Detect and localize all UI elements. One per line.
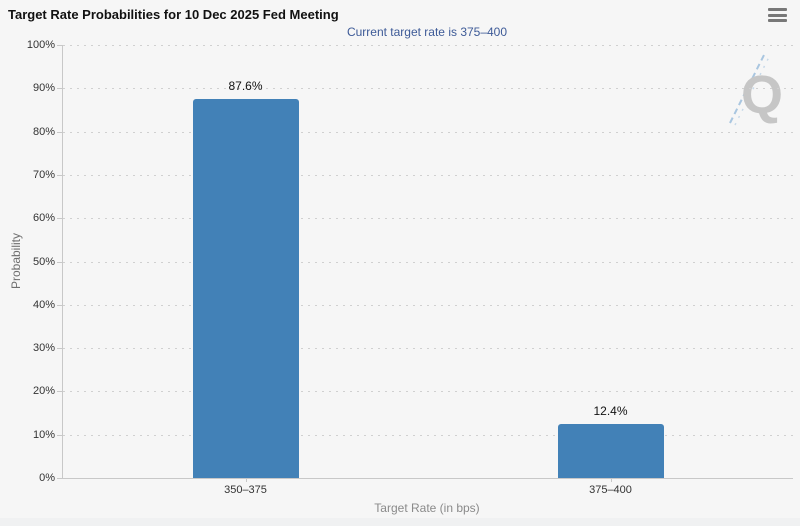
y-tick-mark xyxy=(57,45,62,46)
y-tick-mark xyxy=(57,391,62,393)
hamburger-menu-icon xyxy=(768,19,787,22)
y-tick-label: 60% xyxy=(32,212,55,225)
y-axis-title: Probability xyxy=(9,232,23,290)
gridline xyxy=(63,131,795,133)
y-tick-mark xyxy=(57,261,62,263)
y-tick-label: 70% xyxy=(32,168,55,181)
y-tick-label: 80% xyxy=(32,125,55,138)
watermark-dash-line xyxy=(734,56,770,126)
bar-value-label: 87.6% xyxy=(228,78,263,93)
y-tick-label: 90% xyxy=(32,82,55,95)
y-tick-mark xyxy=(57,174,62,176)
gridline xyxy=(63,174,795,176)
gridline xyxy=(63,434,795,436)
y-tick-label: 0% xyxy=(39,472,55,484)
y-tick-label: 20% xyxy=(32,385,55,398)
y-tick-label: 30% xyxy=(32,342,55,355)
y-tick-mark xyxy=(57,348,62,350)
gridline xyxy=(63,218,795,220)
watermark-q-letter: Q xyxy=(741,65,783,125)
y-tick-label: 100% xyxy=(26,39,55,51)
x-axis-title: Target Rate (in bps) xyxy=(374,501,480,515)
x-tick-mark xyxy=(610,478,612,482)
gridline xyxy=(63,88,795,90)
y-tick-mark xyxy=(57,434,62,436)
plot-area: Q 100% 90% 80% 70% 60% 50% 40% 30% 20% 10% 0% 87.6%… xyxy=(27,39,795,496)
chart-subtitle: Current target rate is 375–400 xyxy=(346,25,508,39)
hamburger-menu-button[interactable] xyxy=(768,8,787,22)
gridline xyxy=(63,391,795,393)
x-tick-mark xyxy=(245,478,247,482)
chart-bar[interactable] xyxy=(192,98,299,478)
gridline xyxy=(63,45,795,46)
chart-bar[interactable] xyxy=(557,424,664,478)
gridline xyxy=(63,348,795,350)
y-tick-label: 10% xyxy=(32,428,55,441)
y-tick-mark xyxy=(57,131,62,133)
gridline xyxy=(63,304,795,306)
hamburger-menu-icon xyxy=(768,13,787,17)
gridline xyxy=(63,261,795,263)
x-tick-label: 375–400 xyxy=(589,484,632,496)
bar-value-label: 12.4% xyxy=(593,404,628,419)
x-tick-label: 350–375 xyxy=(224,484,267,496)
y-tick-label: 40% xyxy=(32,298,55,311)
y-tick-label: 50% xyxy=(32,255,55,268)
y-tick-mark xyxy=(57,88,62,90)
y-tick-mark xyxy=(57,218,62,220)
chart-title: Target Rate Probabilities for 10 Dec 202… xyxy=(8,7,339,22)
hamburger-menu-icon xyxy=(768,8,787,11)
y-tick-mark xyxy=(57,478,62,479)
y-tick-mark xyxy=(57,304,62,306)
panel-bottom-border xyxy=(0,518,800,526)
